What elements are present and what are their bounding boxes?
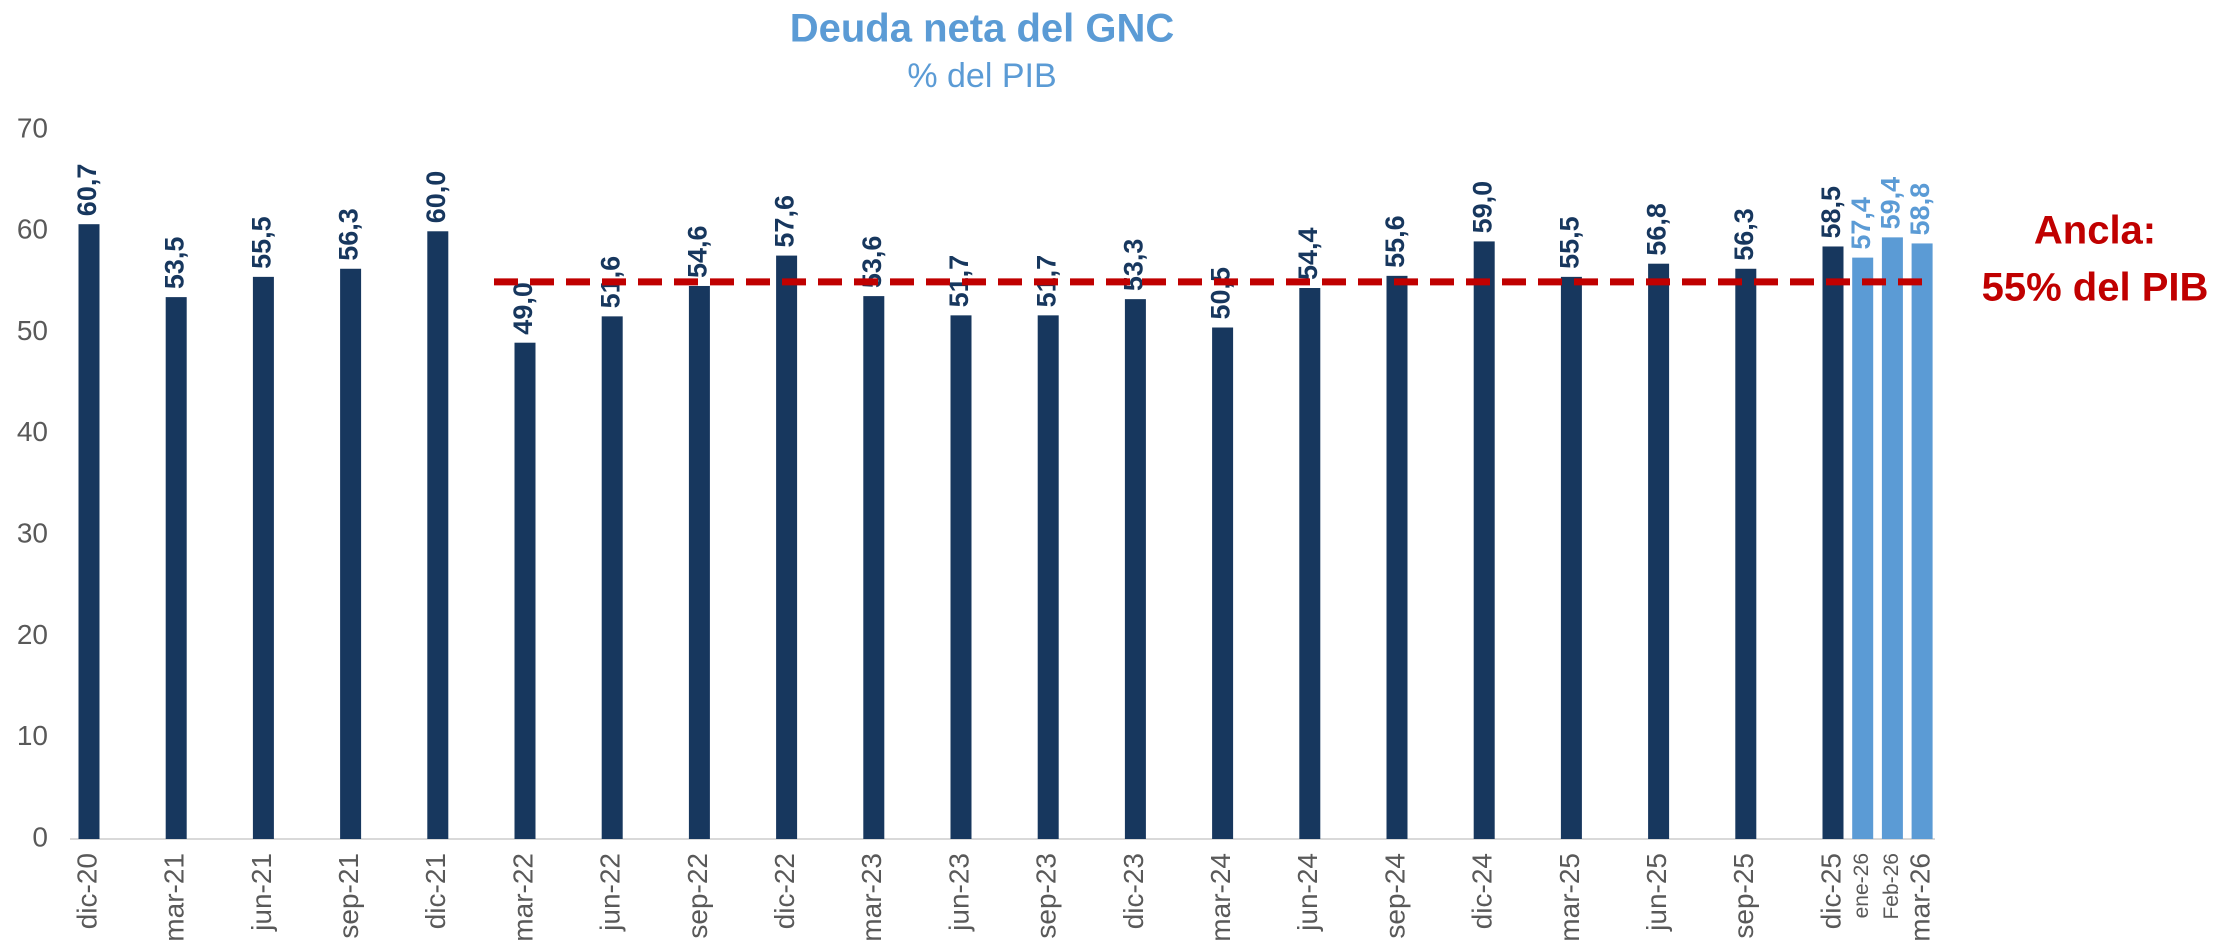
x-tick-label: dic-22	[769, 853, 800, 929]
x-tick-label: mar-25	[1554, 853, 1585, 942]
bar	[1852, 257, 1874, 839]
bar	[427, 231, 449, 840]
value-label: 54,6	[683, 225, 713, 278]
x-tick-label: jun-23	[943, 853, 974, 932]
x-tick-label: jun-22	[595, 853, 626, 932]
x-tick-label: jun-24	[1292, 853, 1323, 932]
x-tick-label: mar-21	[159, 853, 190, 942]
x-tick-label: mar-26	[1904, 853, 1935, 942]
x-tick-label: dic-24	[1467, 853, 1498, 929]
x-tick-label: sep-22	[682, 853, 713, 939]
bar	[1212, 327, 1234, 839]
y-tick-label: 20	[17, 619, 48, 650]
x-tick-label: Feb-26	[1880, 853, 1903, 920]
value-label: 49,0	[508, 282, 538, 335]
bar	[1473, 241, 1495, 839]
chart-title: Deuda neta del GNC	[790, 7, 1175, 51]
x-tick-label: mar-23	[856, 853, 887, 942]
value-label: 53,5	[159, 237, 189, 290]
x-tick-label: dic-23	[1118, 853, 1149, 929]
y-tick-label: 40	[17, 416, 48, 447]
value-label: 60,7	[72, 164, 102, 217]
bar	[950, 315, 972, 839]
bar	[1560, 276, 1582, 840]
value-label: 55,5	[1555, 216, 1585, 269]
chart-subtitle: % del PIB	[907, 57, 1056, 95]
value-label: 56,3	[1729, 208, 1759, 261]
bar	[1037, 315, 1059, 839]
bar	[688, 285, 710, 840]
bar	[1911, 243, 1933, 839]
bar	[1735, 268, 1757, 839]
bar	[776, 255, 798, 839]
value-label: 58,8	[1905, 183, 1935, 236]
value-label: 50,5	[1206, 267, 1236, 320]
x-tick-label: dic-25	[1815, 853, 1846, 929]
bar	[1822, 246, 1844, 839]
bar	[165, 297, 187, 839]
value-label: 57,6	[770, 195, 800, 248]
value-label: 57,4	[1846, 197, 1876, 250]
bar	[1386, 275, 1408, 839]
x-tick-label: sep-23	[1031, 853, 1062, 939]
value-label: 56,3	[334, 208, 364, 261]
bar	[1124, 299, 1146, 839]
value-label: 54,4	[1293, 227, 1323, 280]
x-tick-label: mar-24	[1205, 853, 1236, 942]
x-tick-label: dic-21	[420, 853, 451, 929]
x-tick-label: sep-24	[1379, 853, 1410, 939]
reference-label: 55% del PIB	[1982, 266, 2209, 310]
bar	[1881, 237, 1903, 839]
x-tick-label: jun-21	[246, 853, 277, 932]
value-label: 56,8	[1642, 203, 1672, 256]
x-tick-label: mar-22	[507, 853, 538, 942]
y-tick-label: 0	[32, 821, 48, 852]
y-tick-label: 30	[17, 518, 48, 549]
bar	[78, 224, 100, 840]
x-tick-label: dic-20	[71, 853, 102, 929]
value-label: 60,0	[421, 171, 451, 224]
bar	[863, 296, 885, 839]
x-tick-label: sep-25	[1728, 853, 1759, 939]
value-label: 55,5	[247, 216, 277, 269]
bar	[514, 342, 536, 839]
y-tick-label: 50	[17, 315, 48, 346]
x-tick-label: sep-21	[333, 853, 364, 939]
value-label: 58,5	[1816, 186, 1846, 239]
value-label: 59,4	[1876, 177, 1906, 230]
y-tick-label: 10	[17, 720, 48, 751]
value-label: 59,0	[1467, 181, 1497, 234]
bar	[340, 268, 362, 839]
bar	[1648, 263, 1670, 839]
y-tick-label: 60	[17, 214, 48, 245]
value-label: 55,6	[1380, 215, 1410, 268]
reference-label: Ancla:	[2034, 209, 2156, 253]
x-tick-label: jun-25	[1641, 853, 1672, 932]
bar	[1299, 288, 1321, 839]
bar	[252, 276, 274, 840]
bar	[601, 316, 623, 839]
y-tick-label: 70	[17, 112, 48, 143]
x-tick-label: ene-26	[1850, 853, 1873, 918]
